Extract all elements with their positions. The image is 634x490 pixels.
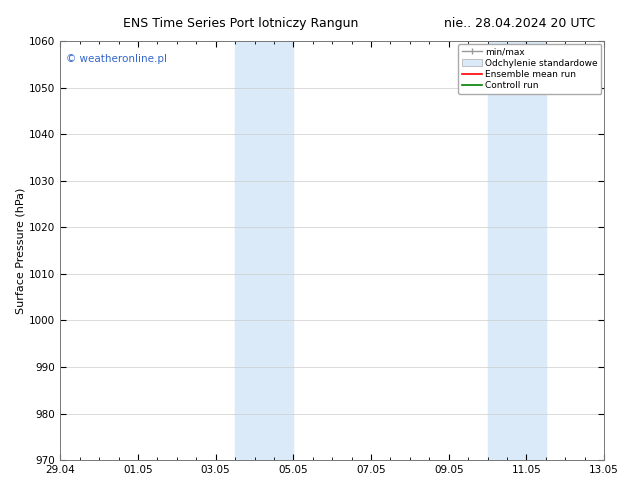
Text: ENS Time Series Port lotniczy Rangun: ENS Time Series Port lotniczy Rangun (123, 17, 359, 30)
Y-axis label: Surface Pressure (hPa): Surface Pressure (hPa) (15, 187, 25, 314)
Text: © weatheronline.pl: © weatheronline.pl (66, 53, 167, 64)
Text: nie.. 28.04.2024 20 UTC: nie.. 28.04.2024 20 UTC (444, 17, 595, 30)
Bar (235, 41, 294, 460)
Bar (488, 41, 546, 460)
Legend: min/max, Odchylenie standardowe, Ensemble mean run, Controll run: min/max, Odchylenie standardowe, Ensembl… (458, 44, 602, 94)
